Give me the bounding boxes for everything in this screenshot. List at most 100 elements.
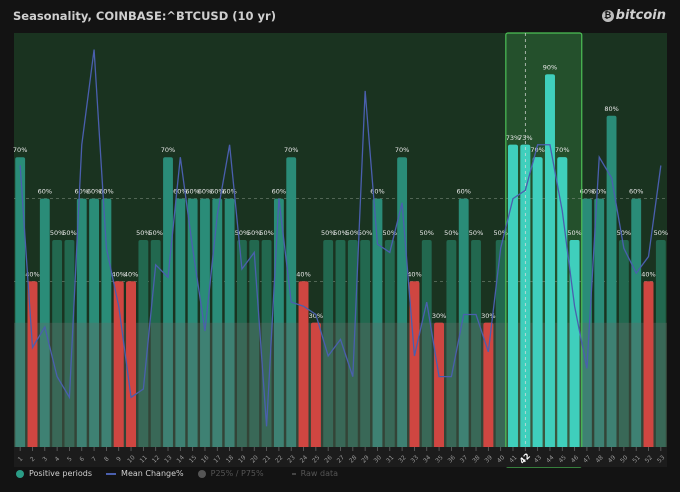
x-tick-label: 24 <box>299 454 309 464</box>
bar-week-53 <box>655 240 666 447</box>
x-tick-label: 43 <box>533 454 543 464</box>
x-tick-label: 5 <box>66 455 74 463</box>
bar-week-14 <box>175 198 186 447</box>
x-tick-label: 38 <box>471 454 481 464</box>
bar-value-label: 60% <box>185 188 199 196</box>
x-tick-label: 51 <box>631 454 641 464</box>
x-tick-label: 18 <box>225 454 235 464</box>
bar-week-28 <box>347 240 358 447</box>
bar-week-25 <box>310 322 321 447</box>
x-tick-label: 44 <box>545 454 555 464</box>
legend: Positive periods Mean Change% P25% / P75… <box>16 469 344 478</box>
bar-value-label: 60% <box>456 188 470 196</box>
bar-week-29 <box>360 240 371 447</box>
bar-value-label: 50% <box>654 229 668 237</box>
x-tick-label: 33 <box>410 454 420 464</box>
x-tick-label: 16 <box>200 454 210 464</box>
bar-value-label: 40% <box>296 270 310 278</box>
x-tick-label: 41 <box>508 454 518 464</box>
x-tick-label: 30 <box>373 454 383 464</box>
bar-week-51 <box>631 198 642 447</box>
legend-raw-data[interactable]: Raw data <box>291 469 338 478</box>
x-tick-label: 8 <box>103 455 111 463</box>
bar-week-36 <box>446 240 457 447</box>
x-tick-label: 37 <box>459 454 469 464</box>
legend-label: P25% / P75% <box>210 469 264 478</box>
bar-week-7 <box>89 198 100 447</box>
x-tick-label: 21 <box>262 454 272 464</box>
bar-value-label: 50% <box>383 229 397 237</box>
bar-week-35 <box>434 322 444 447</box>
bar-value-label: 60% <box>173 188 187 196</box>
bar-value-label: 70% <box>284 146 298 154</box>
x-tick-label: 6 <box>78 455 86 463</box>
x-tick-label: 11 <box>139 454 149 464</box>
bar-week-37 <box>458 198 469 447</box>
bar-week-47 <box>581 198 592 447</box>
bar-value-label: 70% <box>555 146 569 154</box>
x-tick-label: 20 <box>249 454 259 464</box>
x-tick-label: 46 <box>570 454 580 464</box>
bar-week-41 <box>508 144 518 447</box>
x-tick-label: 45 <box>557 454 567 464</box>
bar-week-31 <box>384 240 395 447</box>
legend-dot-icon <box>197 469 206 478</box>
bar-value-label: 60% <box>272 188 286 196</box>
bar-value-label: 80% <box>604 105 618 113</box>
legend-positive-periods[interactable]: Positive periods <box>16 469 92 478</box>
x-tick-label: 31 <box>385 454 395 464</box>
bar-week-11 <box>138 240 149 447</box>
bar-week-44 <box>545 74 555 448</box>
bar-value-label: 40% <box>641 270 655 278</box>
bar-week-38 <box>471 240 481 447</box>
bar-value-label: 50% <box>469 229 483 237</box>
bar-week-52 <box>643 281 654 447</box>
bar-value-label: 50% <box>148 229 162 237</box>
bar-value-label: 30% <box>481 312 495 320</box>
bar-value-label: 50% <box>617 229 631 237</box>
x-tick-label: 53 <box>656 454 666 464</box>
x-tick-label: 3 <box>41 455 49 463</box>
x-tick-label: 10 <box>126 454 136 464</box>
bar-value-label: 40% <box>25 270 39 278</box>
legend-percentiles[interactable]: P25% / P75% <box>197 469 264 478</box>
x-tick-label: 12 <box>151 454 161 464</box>
bar-value-label: 50% <box>493 229 507 237</box>
bar-value-label: 50% <box>247 229 261 237</box>
bar-week-48 <box>594 198 605 447</box>
bar-value-label: 50% <box>420 229 434 237</box>
bar-value-label: 60% <box>592 188 606 196</box>
x-tick-label: 36 <box>447 454 457 464</box>
bar-value-label: 60% <box>580 188 594 196</box>
chart-title: Seasonality, COINBASE:^BTCUSD (10 yr) <box>13 9 276 23</box>
bar-value-label: 90% <box>543 63 557 71</box>
x-tick-label: 40 <box>496 454 506 464</box>
x-tick-label: 34 <box>422 454 432 464</box>
bar-week-1 <box>15 157 26 447</box>
x-tick-label: 39 <box>484 454 494 464</box>
legend-dash-icon <box>291 472 296 475</box>
bar-value-label: 50% <box>259 229 273 237</box>
legend-mean-change[interactable]: Mean Change% <box>106 469 184 478</box>
bar-week-40 <box>495 240 506 447</box>
x-tick-label: 4 <box>54 455 62 463</box>
bar-value-label: 50% <box>235 229 249 237</box>
bar-value-label: 40% <box>111 270 125 278</box>
x-tick-label: 49 <box>607 454 617 464</box>
bar-value-label: 50% <box>333 229 347 237</box>
x-tick-label: 48 <box>594 454 604 464</box>
x-tick-label: 26 <box>323 454 333 464</box>
bar-week-27 <box>335 240 346 447</box>
bar-value-label: 40% <box>407 270 421 278</box>
bar-value-label: 60% <box>198 188 212 196</box>
x-axis-band <box>14 447 667 467</box>
bar-value-label: 60% <box>75 188 89 196</box>
logo-text: bitcoin <box>615 8 666 23</box>
bar-value-label: 60% <box>222 188 236 196</box>
bar-week-16 <box>200 198 210 447</box>
bar-week-3 <box>39 198 50 447</box>
x-tick-label: 29 <box>360 454 370 464</box>
legend-label: Positive periods <box>29 469 93 478</box>
selection-background <box>505 33 582 447</box>
